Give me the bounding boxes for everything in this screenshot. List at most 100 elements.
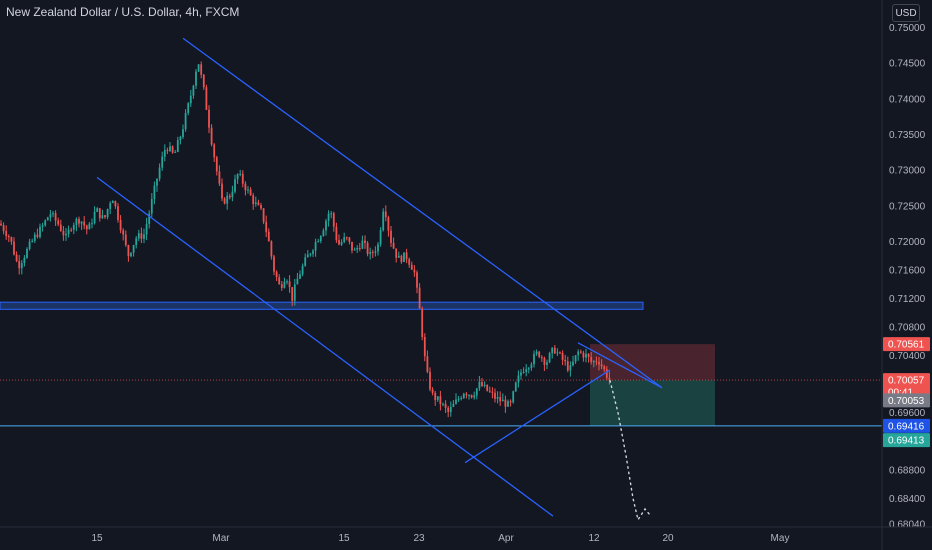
candle-body xyxy=(340,241,343,245)
candle-body xyxy=(585,353,587,358)
price-tick-label: 0.73000 xyxy=(889,166,926,177)
candle-body xyxy=(88,223,91,230)
candle-body xyxy=(322,230,325,237)
candle-body xyxy=(327,213,330,221)
candle-body xyxy=(176,140,179,152)
candle-body xyxy=(221,183,223,199)
candle-body xyxy=(335,226,338,241)
candle-body xyxy=(85,225,88,230)
candle-body xyxy=(496,397,499,399)
candle-body xyxy=(275,271,278,278)
candle-body xyxy=(130,252,132,257)
candle-body xyxy=(405,252,408,260)
price-label-text: 0.69416 xyxy=(888,421,925,432)
candle-body xyxy=(57,220,60,225)
candle-body xyxy=(364,240,366,243)
candle-body xyxy=(210,127,213,145)
candle-body xyxy=(132,245,135,253)
candle-body xyxy=(514,382,517,392)
candle-body xyxy=(265,221,268,232)
candle-body xyxy=(452,403,455,407)
candle-body xyxy=(598,361,600,365)
candle-body xyxy=(241,173,244,184)
price-label-target xyxy=(883,433,930,448)
candle-body xyxy=(273,256,275,272)
candle-body xyxy=(163,150,166,157)
candle-body xyxy=(553,347,556,354)
candle-body xyxy=(527,368,530,370)
candle-body xyxy=(439,396,442,405)
price-tick-label: 0.72500 xyxy=(889,201,926,212)
candle-body xyxy=(304,257,307,266)
candle-body xyxy=(470,394,473,398)
candle-body xyxy=(551,347,554,354)
candle-body xyxy=(525,369,528,372)
candle-body xyxy=(192,85,195,96)
candle-body xyxy=(33,234,36,241)
candle-body xyxy=(93,211,96,224)
candle-body xyxy=(153,185,156,199)
price-label-text: 0.69413 xyxy=(888,436,925,447)
candles xyxy=(0,61,611,418)
candle-body xyxy=(80,221,83,224)
candle-body xyxy=(215,157,218,172)
candle-body xyxy=(166,150,169,152)
candle-body xyxy=(169,146,171,151)
price-axis[interactable]: 0.75000 0.74500 0.74000 0.73500 0.73000 0.725… xyxy=(881,0,926,550)
candle-body xyxy=(325,220,327,231)
candle-body xyxy=(179,136,182,141)
candle-body xyxy=(501,399,504,402)
candle-body xyxy=(195,71,197,86)
candle-body xyxy=(577,351,580,356)
candle-body xyxy=(254,202,257,204)
candle-body xyxy=(0,223,2,226)
price-tick-label: 0.73500 xyxy=(889,130,926,141)
candle-body xyxy=(7,236,10,238)
candle-body xyxy=(72,225,75,230)
candle-body xyxy=(252,195,255,204)
candle-body xyxy=(288,281,291,288)
candle-body xyxy=(410,264,413,270)
candle-body xyxy=(384,211,387,218)
candle-body xyxy=(353,249,356,251)
candle-body xyxy=(603,366,606,370)
candle-body xyxy=(392,242,395,249)
candle-body xyxy=(44,220,47,226)
price-tick-label: 0.69600 xyxy=(889,408,926,419)
candle-body xyxy=(590,357,593,362)
candle-body xyxy=(569,365,572,371)
candle-body xyxy=(561,352,564,360)
candle-body xyxy=(213,144,216,158)
price-tick-label: 0.74000 xyxy=(889,94,926,105)
candle-body xyxy=(267,231,270,242)
candle-body xyxy=(104,215,106,218)
candle-body xyxy=(143,234,145,239)
candle-body xyxy=(70,229,73,231)
candle-body xyxy=(208,109,210,128)
candle-body xyxy=(18,261,21,269)
candle-body xyxy=(314,241,317,251)
price-tick-label: 0.71200 xyxy=(889,294,926,305)
candle-body xyxy=(236,174,239,180)
candle-body xyxy=(348,237,351,242)
currency-button[interactable]: USD xyxy=(892,4,920,22)
time-axis[interactable]: 15 Mar 15 23 Apr 12 20 May xyxy=(0,526,932,544)
candle-body xyxy=(244,183,247,191)
candle-body xyxy=(608,377,611,380)
candle-body xyxy=(2,225,5,232)
candle-body xyxy=(530,364,533,369)
candle-body xyxy=(234,179,236,192)
candle-body xyxy=(361,240,364,249)
candle-body xyxy=(257,202,260,206)
candle-body xyxy=(101,215,104,219)
lower-channel-line xyxy=(96,176,554,517)
candle-body xyxy=(418,287,421,309)
candle-body xyxy=(54,213,57,221)
candle-body xyxy=(566,361,569,371)
candle-body xyxy=(124,234,127,246)
price-label-last xyxy=(883,373,930,400)
time-tick-label: 20 xyxy=(662,533,674,544)
candle-body xyxy=(114,201,117,207)
